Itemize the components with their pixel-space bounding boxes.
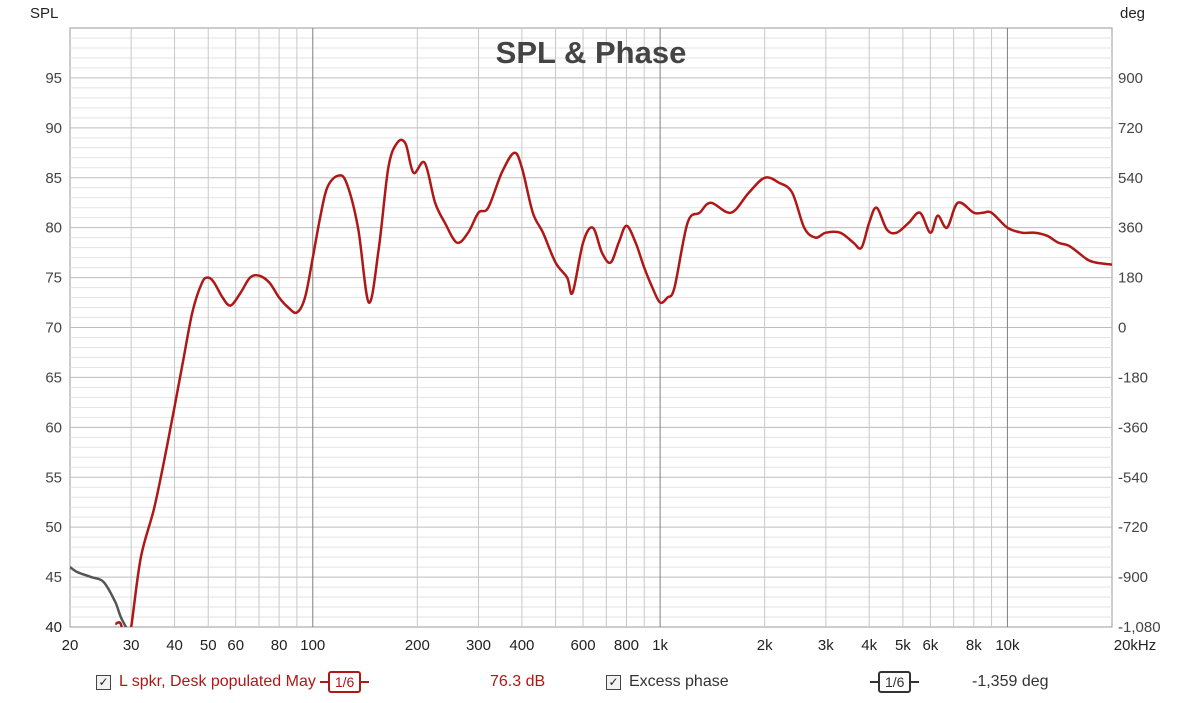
- y-axis-label-right: deg: [1120, 5, 1145, 22]
- x-tick-label: 4k: [861, 637, 877, 654]
- y-tick-right: 360: [1118, 220, 1143, 237]
- x-tick-label: 20kHz: [1114, 637, 1157, 654]
- x-tick-label: 40: [166, 637, 183, 654]
- y-tick-right: -900: [1118, 569, 1148, 586]
- y-tick-left: 65: [45, 369, 62, 386]
- y-tick-right: 540: [1118, 170, 1143, 187]
- legend-value-phase: -1,359 deg: [972, 673, 1049, 690]
- x-tick-label: 5k: [895, 637, 911, 654]
- y-tick-right: -180: [1118, 369, 1148, 386]
- legend-label-phase: Excess phase: [629, 673, 729, 690]
- chart-title: SPL & Phase: [496, 35, 687, 70]
- x-tick-label: 50: [200, 637, 217, 654]
- y-tick-right: 0: [1118, 320, 1126, 337]
- y-tick-left: 55: [45, 469, 62, 486]
- smoothing-value-phase: 1/6: [878, 671, 912, 693]
- y-tick-left: 95: [45, 70, 62, 87]
- y-tick-left: 60: [45, 419, 62, 436]
- smoothing-value-spl: 1/6: [327, 671, 362, 693]
- legend-item-phase[interactable]: ✓ Excess phase: [606, 669, 729, 695]
- y-tick-left: 70: [45, 320, 62, 337]
- y-tick-left: 90: [45, 120, 62, 137]
- y-tick-right: 720: [1118, 120, 1143, 137]
- y-tick-right: 900: [1118, 70, 1143, 87]
- y-tick-left: 85: [45, 170, 62, 187]
- y-tick-left: 75: [45, 270, 62, 287]
- y-tick-left: 45: [45, 569, 62, 586]
- y-tick-right: 180: [1118, 270, 1143, 287]
- y-tick-left: 80: [45, 220, 62, 237]
- x-tick-label: 2k: [757, 637, 773, 654]
- y-axis-label-left: SPL: [30, 5, 58, 22]
- smoothing-badge-phase[interactable]: 1/6: [870, 669, 920, 695]
- y-tick-right: -540: [1118, 469, 1148, 486]
- x-tick-label: 3k: [818, 637, 834, 654]
- y-tick-right: -360: [1118, 419, 1148, 436]
- x-tick-label: 10k: [995, 637, 1020, 654]
- x-tick-label: 80: [271, 637, 288, 654]
- x-tick-label: 200: [405, 637, 430, 654]
- series-excess-phase: [70, 566, 128, 627]
- y-tick-left: 40: [45, 619, 62, 636]
- legend-value-spl: 76.3 dB: [490, 673, 546, 690]
- x-tick-label: 60: [227, 637, 244, 654]
- legend-item-spl[interactable]: ✓ L spkr, Desk populated May 1/6: [96, 669, 370, 695]
- y-tick-right: -1,080: [1118, 619, 1161, 636]
- x-tick-label: 100: [300, 637, 325, 654]
- x-tick-label: 1k: [652, 637, 668, 654]
- legend-label-spl: L spkr, Desk populated May: [119, 673, 316, 690]
- y-tick-left: 50: [45, 519, 62, 536]
- x-tick-label: 300: [466, 637, 491, 654]
- smoothing-badge-spl[interactable]: 1/6: [319, 671, 370, 693]
- series-spl: [114, 138, 1112, 627]
- x-tick-label: 8k: [966, 637, 982, 654]
- x-tick-label: 600: [571, 637, 596, 654]
- x-tick-label: 800: [614, 637, 639, 654]
- x-tick-label: 400: [509, 637, 534, 654]
- checkbox-phase[interactable]: ✓: [606, 674, 621, 690]
- x-tick-label: 30: [123, 637, 140, 654]
- x-tick-label: 20: [62, 637, 79, 654]
- x-tick-label: 6k: [922, 637, 938, 654]
- spl-phase-chart: 40 45 50 55 60 65 70 75 80 85 90 95 -1,080 -900 -720 -5…: [30, 5, 1161, 654]
- y-tick-right: -720: [1118, 519, 1148, 536]
- checkbox-spl[interactable]: ✓: [96, 674, 111, 690]
